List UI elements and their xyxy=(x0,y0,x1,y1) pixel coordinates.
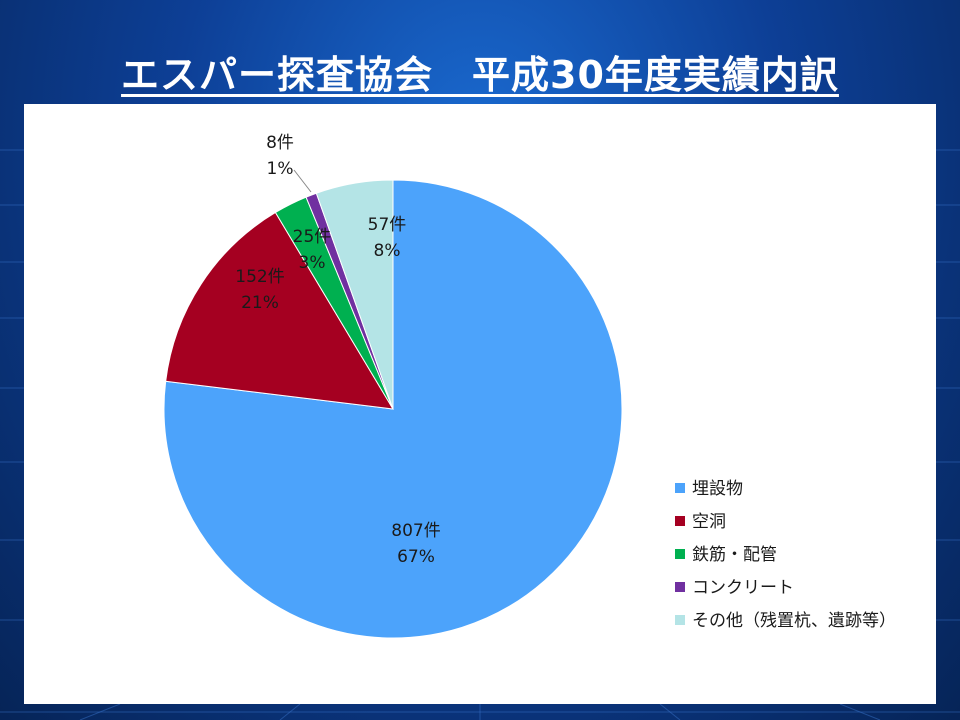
chart-panel: 807件 67% 152件 21% 25件 3% 8件 1% 57件 8% 埋設物空洞鉄筋・配管コ… xyxy=(24,104,936,704)
legend-swatch xyxy=(675,582,685,592)
data-label-percent: 21% xyxy=(241,293,279,313)
data-labels: 807件 67% 152件 21% 25件 3% 8件 1% 57件 8% xyxy=(235,133,440,567)
pie-slice xyxy=(165,211,394,410)
legend-label: 埋設物 xyxy=(692,479,743,499)
data-label-percent: 1% xyxy=(267,159,294,179)
pie-chart: 807件 67% 152件 21% 25件 3% 8件 1% 57件 8% 埋設物空洞鉄筋・配管コ… xyxy=(163,133,896,639)
data-label-percent: 3% xyxy=(299,253,326,273)
legend-label: 空洞 xyxy=(692,512,726,532)
data-label-count: 25件 xyxy=(293,227,332,247)
legend-label: コンクリート xyxy=(692,578,794,598)
data-label-count: 152件 xyxy=(235,267,284,287)
data-label-count: 8件 xyxy=(266,133,294,153)
slide-title: エスパー探査協会 平成30年度実績内訳 xyxy=(121,53,839,97)
legend-swatch xyxy=(675,615,685,625)
pie-slice xyxy=(163,179,623,639)
data-label-count: 57件 xyxy=(368,215,407,235)
legend-swatch xyxy=(675,516,685,526)
data-label-percent: 8% xyxy=(374,241,401,261)
legend-label: その他（残置杭、遺跡等） xyxy=(692,611,896,631)
legend-swatch xyxy=(675,549,685,559)
pie-slice xyxy=(315,179,394,410)
data-label-percent: 67% xyxy=(397,547,435,567)
pie-slices xyxy=(163,179,623,639)
legend-label: 鉄筋・配管 xyxy=(692,545,777,565)
leader-line xyxy=(293,169,312,193)
data-label-count: 807件 xyxy=(391,521,440,541)
legend-swatch xyxy=(675,483,685,493)
